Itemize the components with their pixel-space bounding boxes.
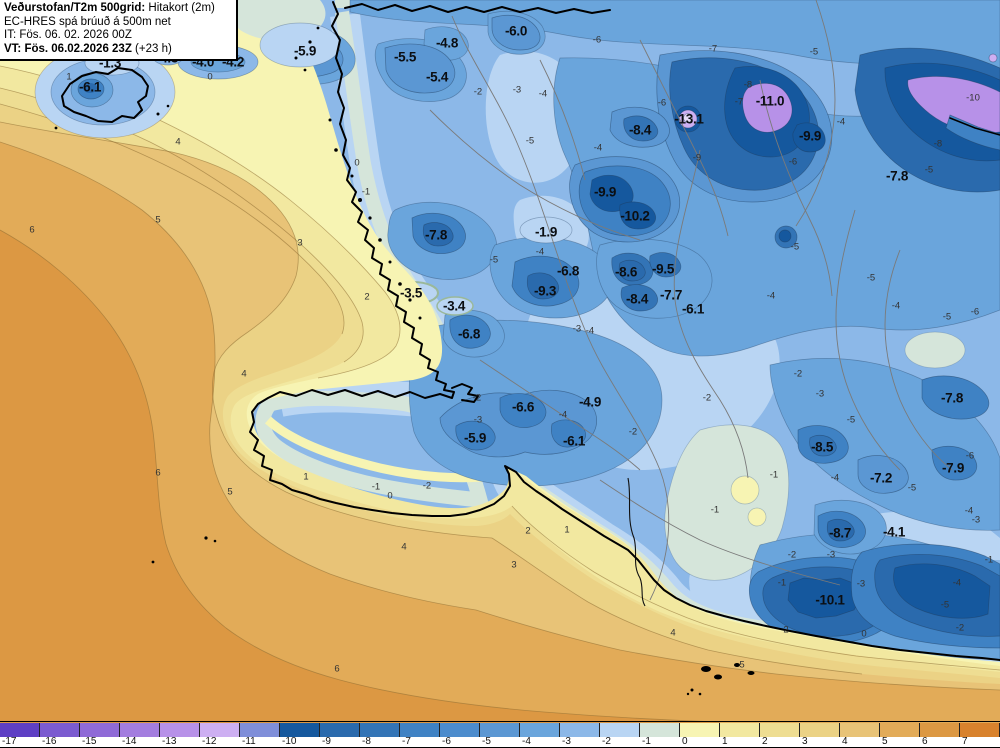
temperature-colorbar: -17 -16 -15 -14 -13 -12 -11 -10 -9 -8 -7 -6 -5 -4 -3 -2… xyxy=(0,721,1000,748)
colorbar-tick: -11 xyxy=(242,736,256,747)
colorbar-tick: -12 xyxy=(202,736,217,747)
colorbar-band xyxy=(0,721,1000,737)
colorbar-segment xyxy=(80,723,120,737)
colorbar-tick: -5 xyxy=(482,736,491,747)
colorbar-tick: -1 xyxy=(642,736,651,747)
colorbar-tick: -2 xyxy=(602,736,611,747)
colorbar-tick: -8 xyxy=(362,736,371,747)
colorbar-segment xyxy=(760,723,800,737)
colorbar-segment xyxy=(120,723,160,737)
init-time: IT: Fös. 06. 02. 2026 00Z xyxy=(4,29,132,41)
colorbar-segment xyxy=(920,723,960,737)
colorbar-segment xyxy=(280,723,320,737)
colorbar-segment xyxy=(40,723,80,737)
map-info-box: Veðurstofan/T2m 500grid: Hitakort (2m) E… xyxy=(0,0,238,61)
colorbar-segment xyxy=(800,723,840,737)
colorbar-segment xyxy=(440,723,480,737)
colorbar-tick: 0 xyxy=(682,736,688,747)
colorbar-tick: -3 xyxy=(562,736,571,747)
boundary-lines xyxy=(429,0,953,601)
colorbar-segment xyxy=(480,723,520,737)
colorbar-segment xyxy=(600,723,640,737)
colorbar-segment xyxy=(0,723,40,737)
colorbar-segment xyxy=(400,723,440,737)
colorbar-tick: 5 xyxy=(882,736,888,747)
colorbar-segment xyxy=(240,723,280,737)
colorbar-tick: -15 xyxy=(82,736,97,747)
coastline xyxy=(61,1,1000,661)
islets xyxy=(54,26,755,696)
colorbar-segment xyxy=(520,723,560,737)
colorbar-tick: -10 xyxy=(282,736,297,747)
colorbar-segment xyxy=(840,723,880,737)
colorbar-segment xyxy=(200,723,240,737)
colorbar-tick: -17 xyxy=(2,736,17,747)
colorbar-segment xyxy=(680,723,720,737)
colorbar-tick: -7 xyxy=(402,736,411,747)
colorbar-tick: -14 xyxy=(122,736,137,747)
colorbar-segment xyxy=(960,723,1000,737)
colorbar-segment xyxy=(160,723,200,737)
colorbar-ticks: -17 -16 -15 -14 -13 -12 -11 -10 -9 -8 -7 -6 -5 -4 -3 -2… xyxy=(0,736,1000,748)
colorbar-segment xyxy=(720,723,760,737)
colorbar-tick: -4 xyxy=(522,736,531,747)
colorbar-tick: 3 xyxy=(802,736,808,747)
map-title: Veðurstofan/T2m 500grid: Hitakort (2m) xyxy=(4,2,215,14)
colorbar-segment xyxy=(640,723,680,737)
colorbar-tick: 1 xyxy=(722,736,728,747)
valid-time: VT: Fös. 06.02.2026 23Z (+23 h) xyxy=(4,42,172,55)
colorbar-tick: -16 xyxy=(42,736,57,747)
colorbar-tick: 6 xyxy=(922,736,928,747)
colorbar-segment xyxy=(320,723,360,737)
colorbar-segment xyxy=(360,723,400,737)
colorbar-segment xyxy=(880,723,920,737)
colorbar-tick: 4 xyxy=(842,736,848,747)
colorbar-tick: -6 xyxy=(442,736,451,747)
colorbar-segment xyxy=(560,723,600,737)
colorbar-tick: 2 xyxy=(762,736,768,747)
colorbar-tick: -9 xyxy=(322,736,331,747)
colorbar-tick: -13 xyxy=(162,736,177,747)
model-info: EC-HRES spá brúuð á 500m net xyxy=(4,15,171,28)
colorbar-tick: 7 xyxy=(962,736,968,747)
